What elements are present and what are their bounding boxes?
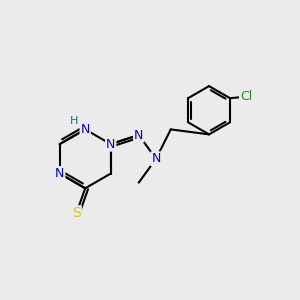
- Text: H: H: [70, 116, 78, 126]
- Text: N: N: [55, 167, 64, 180]
- Text: Cl: Cl: [240, 90, 252, 103]
- Text: N: N: [151, 152, 161, 165]
- Text: N: N: [134, 128, 143, 142]
- Text: N: N: [106, 138, 116, 151]
- Text: N: N: [80, 123, 90, 136]
- Text: S: S: [72, 206, 81, 220]
